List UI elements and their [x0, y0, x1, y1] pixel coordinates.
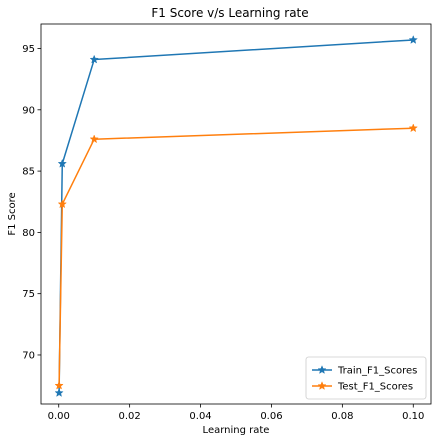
y-axis: 70 75 80 85 90 95: [22, 44, 41, 361]
legend-label: Test_F1_Scores: [337, 382, 413, 393]
x-tick-label: 0.08: [331, 411, 353, 422]
x-tick-label: 0.04: [189, 411, 211, 422]
x-axis-label: Learning rate: [203, 425, 270, 436]
legend-label: Train_F1_Scores: [337, 366, 417, 377]
data-point: [89, 134, 99, 144]
plot-area-frame: [40, 23, 432, 405]
x-axis: 0.00 0.02 0.04 0.06 0.08 0.10: [48, 404, 424, 422]
data-point: [408, 123, 418, 133]
data-point: [54, 380, 64, 390]
x-tick-label: 0.06: [260, 411, 282, 422]
y-tick-label: 80: [22, 228, 35, 239]
x-tick-label: 0.00: [48, 411, 70, 422]
series-line: [58, 39, 414, 393]
chart-title: F1 Score v/s Learning rate: [151, 6, 308, 20]
legend: Train_F1_Scores Test_F1_Scores: [305, 356, 427, 400]
y-tick-label: 90: [22, 105, 35, 116]
legend-box: [305, 356, 427, 400]
data-point: [408, 35, 418, 44]
series-layer: [54, 35, 418, 397]
x-tick-label: 0.02: [119, 411, 141, 422]
x-tick-label: 0.10: [402, 411, 424, 422]
y-tick-label: 95: [22, 44, 35, 55]
data-point: [57, 199, 67, 209]
legend-entry: Train_F1_Scores: [312, 365, 417, 377]
series-1: [54, 35, 418, 397]
legend-marker: [317, 365, 327, 374]
y-tick-label: 85: [22, 167, 35, 178]
y-axis-label: F1 Score: [7, 192, 18, 235]
data-point: [54, 388, 64, 397]
legend-entry: Test_F1_Scores: [312, 381, 413, 393]
data-point: [89, 54, 99, 64]
legend-marker: [317, 381, 327, 390]
series-line: [58, 127, 414, 386]
data-point: [57, 158, 67, 168]
y-tick-label: 75: [22, 289, 35, 300]
series-2: [54, 123, 418, 390]
y-tick-label: 70: [22, 350, 35, 361]
